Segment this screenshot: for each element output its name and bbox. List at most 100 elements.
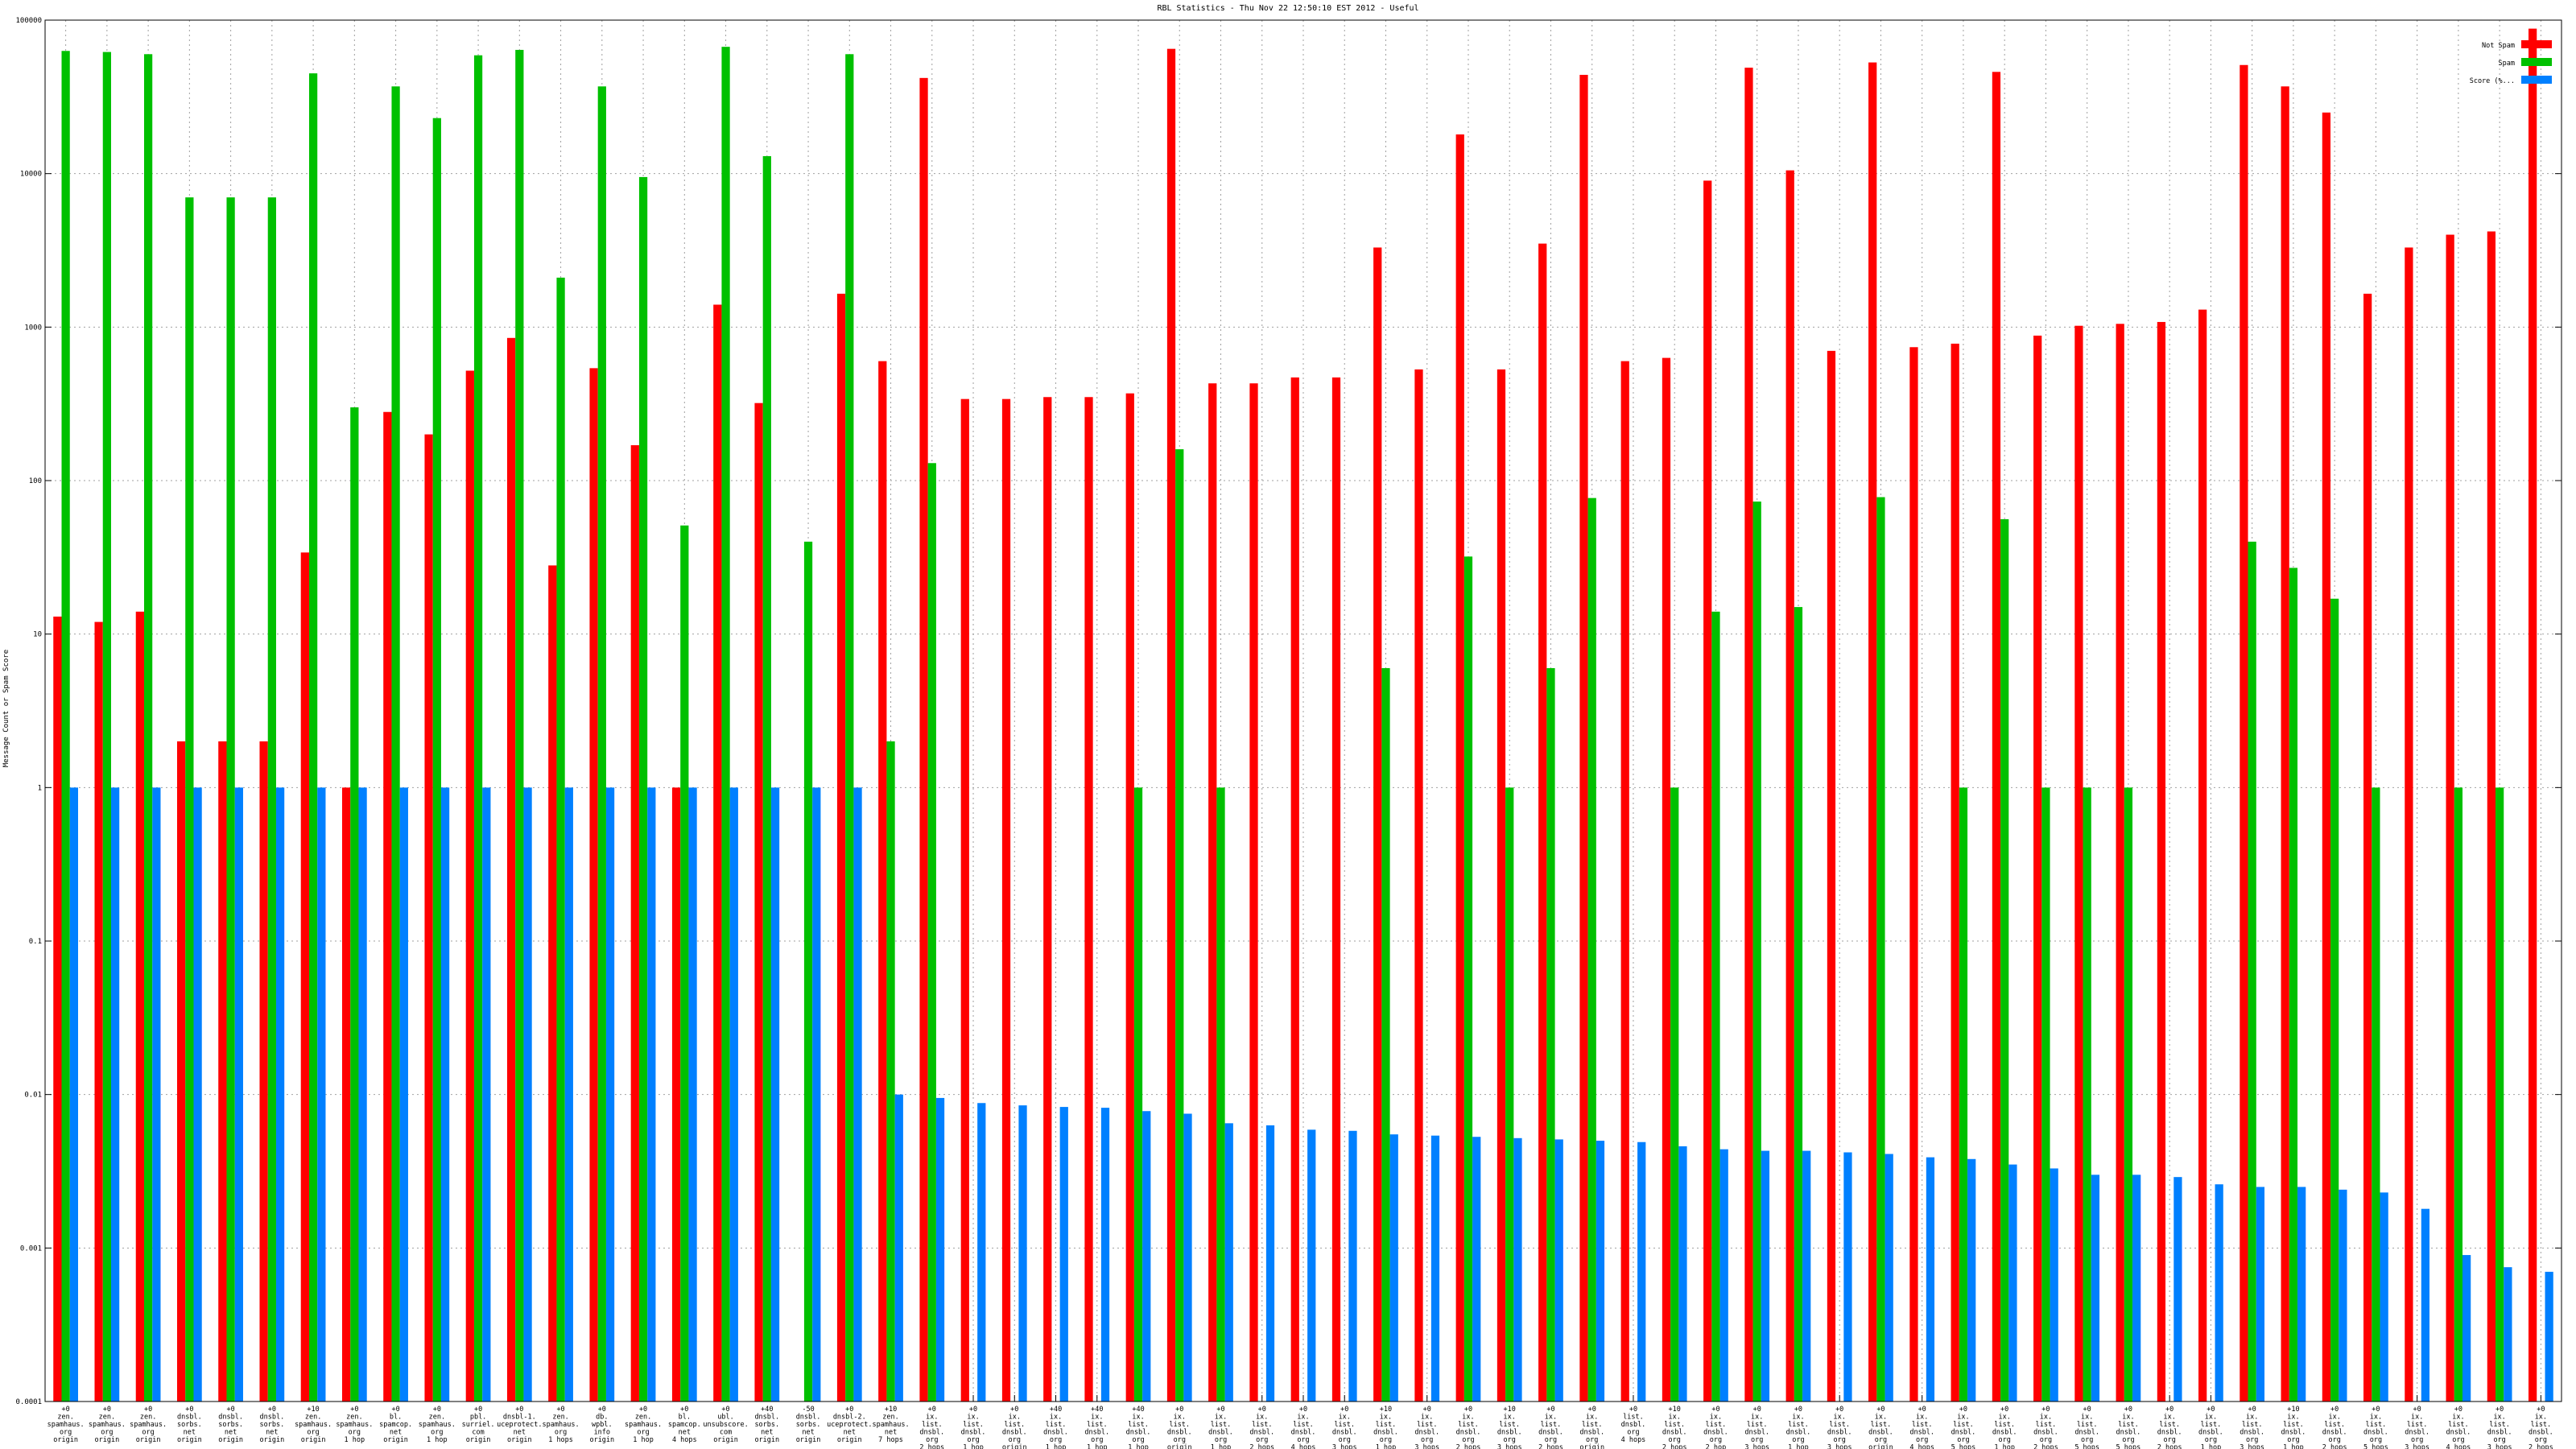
- x-tick-label: ix.: [1132, 1414, 1144, 1422]
- x-tick-label: dnsbl.: [1249, 1429, 1274, 1437]
- x-tick-label: ix.: [2081, 1414, 2093, 1422]
- bar-score: [2462, 1255, 2471, 1402]
- x-tick-label: org: [1174, 1436, 1186, 1444]
- x-tick-label: org: [307, 1429, 319, 1437]
- bar-score: [688, 787, 697, 1402]
- bar-not-spam: [176, 741, 186, 1402]
- bar-not-spam: [2240, 64, 2248, 1402]
- bar-spam: [1876, 497, 1885, 1402]
- x-tick-label: +0: [2330, 1406, 2339, 1414]
- x-tick-label: org: [1627, 1429, 1639, 1437]
- bar-score: [440, 787, 450, 1402]
- bar-not-spam: [2116, 324, 2124, 1402]
- bar-spam: [2083, 787, 2091, 1402]
- bar-not-spam: [1992, 72, 2001, 1402]
- bar-not-spam: [548, 565, 557, 1402]
- x-tick-label: 3 hops: [1332, 1444, 1357, 1449]
- x-tick-label: list.: [2201, 1421, 2222, 1429]
- bar-not-spam: [2157, 321, 2166, 1402]
- x-tick-label: ix.: [1875, 1414, 1887, 1422]
- x-tick-label: +0: [1711, 1406, 1719, 1414]
- x-tick-label: list.: [1293, 1421, 1314, 1429]
- x-tick-label: +0: [2000, 1406, 2008, 1414]
- x-tick-label: unsubscore.: [703, 1421, 748, 1429]
- bar-not-spam: [1827, 350, 1836, 1402]
- x-tick-label: net: [184, 1429, 196, 1437]
- bar-spam: [2454, 787, 2463, 1402]
- bar-spam: [432, 118, 441, 1402]
- x-tick-label: +0: [1753, 1406, 1761, 1414]
- x-tick-label: 5 hops: [2074, 1444, 2099, 1449]
- bar-spam: [1794, 607, 1803, 1402]
- bar-score: [234, 787, 243, 1402]
- x-tick-label: +10: [1669, 1406, 1681, 1414]
- x-tick-label: spamhaus.: [543, 1421, 580, 1429]
- x-tick-label: 3 hops: [1744, 1444, 1769, 1449]
- x-tick-label: list.: [2531, 1421, 2552, 1429]
- bar-score: [1802, 1150, 1811, 1402]
- x-tick-label: dnsbl.: [2116, 1429, 2141, 1437]
- bar-spam: [2124, 787, 2133, 1402]
- bar-spam: [473, 55, 483, 1402]
- x-tick-label: +40: [761, 1406, 773, 1414]
- x-tick-label: org: [1050, 1436, 1062, 1444]
- x-tick-label: ubl.: [717, 1414, 733, 1422]
- bar-spam: [1959, 787, 1968, 1402]
- x-tick-label: org: [1792, 1436, 1804, 1444]
- bar-score: [193, 787, 202, 1402]
- chart-title: RBL Statistics - Thu Nov 22 12:50:10 EST…: [1157, 4, 1418, 13]
- bar-spam: [762, 155, 771, 1402]
- x-tick-label: 3 hops: [2487, 1444, 2512, 1449]
- x-tick-label: list.: [1664, 1421, 1685, 1429]
- x-tick-label: 2 hops: [2033, 1444, 2058, 1449]
- x-tick-label: +0: [969, 1406, 977, 1414]
- x-tick-label: ix.: [1504, 1414, 1516, 1422]
- x-tick-label: ix.: [2328, 1414, 2340, 1422]
- x-tick-label: +0: [1546, 1406, 1554, 1414]
- x-tick-label: +0: [1918, 1406, 1926, 1414]
- x-tick-label: pbl.: [470, 1414, 486, 1422]
- x-tick-label: dnsbl.: [259, 1414, 284, 1422]
- x-tick-label: +0: [639, 1406, 647, 1414]
- bar-score: [605, 787, 615, 1402]
- x-tick-label: net: [390, 1429, 402, 1437]
- x-tick-label: dnsbl.: [1208, 1429, 1233, 1437]
- x-tick-label: dnsbl.: [1744, 1429, 1769, 1437]
- x-tick-label: zen.: [99, 1414, 115, 1422]
- x-tick-label: +0: [1175, 1406, 1183, 1414]
- bar-score: [1307, 1129, 1316, 1402]
- bar-not-spam: [1496, 369, 1506, 1402]
- bar-not-spam: [1373, 247, 1382, 1402]
- bar-spam: [1546, 667, 1555, 1402]
- x-tick-label: +0: [1876, 1406, 1885, 1414]
- x-tick-label: dnsbl.: [2487, 1429, 2512, 1437]
- bar-score: [358, 787, 367, 1402]
- x-tick-label: 4 hops: [672, 1436, 697, 1444]
- bar-not-spam: [960, 398, 969, 1402]
- bar-not-spam: [383, 411, 392, 1402]
- x-tick-label: list.: [1623, 1414, 1644, 1422]
- x-tick-label: +0: [721, 1406, 729, 1414]
- bar-spam: [1505, 787, 1514, 1402]
- bar-not-spam: [2487, 231, 2496, 1402]
- bar-not-spam: [2405, 247, 2413, 1402]
- x-tick-label: origin: [1002, 1444, 1027, 1449]
- bar-not-spam: [2074, 325, 2083, 1402]
- x-tick-label: org: [142, 1429, 154, 1437]
- bar-score: [482, 787, 491, 1402]
- x-tick-label: bl.: [390, 1414, 402, 1422]
- x-tick-label: +0: [350, 1406, 358, 1414]
- x-tick-label: +0: [1258, 1406, 1266, 1414]
- x-tick-label: +0: [226, 1406, 234, 1414]
- x-tick-label: com: [720, 1429, 732, 1437]
- x-tick-label: list.: [1334, 1421, 1355, 1429]
- x-tick-label: origin: [177, 1436, 202, 1444]
- x-tick-label: origin: [383, 1436, 408, 1444]
- x-tick-label: zen.: [635, 1414, 651, 1422]
- x-tick-label: 1 hop: [1788, 1444, 1809, 1449]
- x-tick-label: list.: [1541, 1421, 1562, 1429]
- x-tick-label: org: [1380, 1436, 1392, 1444]
- x-tick-label: dnsbl.: [2198, 1429, 2223, 1437]
- bar-not-spam: [53, 616, 62, 1402]
